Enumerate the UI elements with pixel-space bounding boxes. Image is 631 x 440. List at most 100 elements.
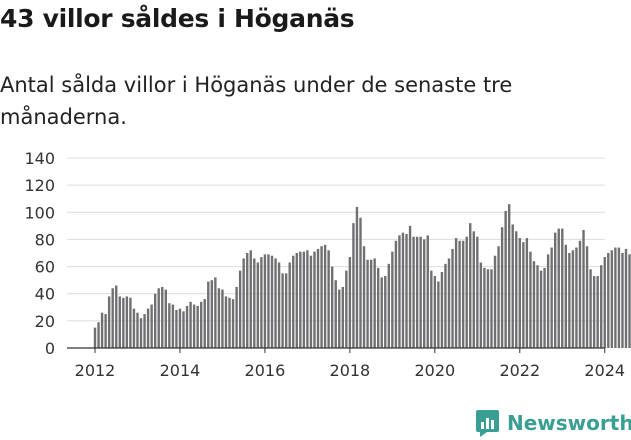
bar: [423, 239, 426, 348]
bar: [568, 253, 571, 348]
bar: [161, 286, 164, 348]
x-tick-label: 2012: [75, 361, 116, 380]
x-tick-label: 2014: [160, 361, 201, 380]
bar: [522, 242, 525, 348]
bar: [327, 250, 330, 348]
brand[interactable]: Newsworthy: [475, 406, 631, 440]
bar: [292, 255, 295, 348]
bar: [263, 254, 267, 348]
bar: [235, 286, 238, 348]
bar: [380, 277, 383, 348]
y-tick-label: 40: [35, 285, 55, 304]
bar: [426, 235, 429, 348]
bar: [277, 262, 281, 348]
bar: [454, 238, 458, 348]
bar: [210, 280, 214, 348]
bar: [267, 254, 270, 348]
bar: [415, 236, 419, 348]
bar: [458, 240, 461, 348]
bar: [511, 224, 514, 348]
bar-chart: 0 20 40 60 80 100 120 140 2012 2014 2016 2018 2020 2…: [24, 149, 631, 380]
y-tick-label: 100: [24, 203, 55, 222]
bar: [461, 240, 465, 348]
bar: [348, 257, 352, 348]
bar: [592, 276, 596, 348]
bar: [628, 254, 631, 348]
bar: [607, 253, 610, 348]
x-tick-label: 2018: [330, 361, 371, 380]
bar: [525, 238, 529, 348]
bar: [323, 244, 327, 348]
bar: [490, 269, 493, 348]
y-tick-label: 0: [45, 339, 55, 358]
bar: [543, 267, 546, 348]
bar: [451, 248, 454, 348]
bar: [157, 288, 160, 348]
bar: [596, 276, 599, 348]
bar: [224, 296, 228, 348]
bar: [171, 304, 175, 348]
bar: [146, 308, 150, 348]
bar: [359, 217, 362, 348]
bar: [313, 251, 316, 348]
bar: [196, 305, 199, 348]
bar: [536, 265, 539, 348]
x-tick-label: 2020: [414, 361, 455, 380]
bar: [228, 297, 231, 348]
bar: [185, 305, 189, 348]
bar: [115, 285, 118, 348]
bar: [483, 267, 486, 348]
bar: [384, 276, 387, 348]
bar: [366, 259, 369, 348]
bar: [316, 248, 320, 348]
bar: [493, 255, 497, 348]
x-axis: 20122014201620182020202220242026: [75, 348, 625, 380]
bar: [479, 262, 483, 348]
bar: [507, 204, 511, 348]
bar: [338, 289, 341, 348]
bar: [614, 247, 617, 348]
chart-subtitle: Antal sålda villor i Höganäs under de se…: [0, 73, 513, 129]
bar: [500, 227, 504, 348]
y-tick-label: 140: [24, 149, 55, 168]
bar: [515, 231, 518, 348]
bar: [214, 277, 217, 348]
bar: [97, 322, 100, 348]
bar: [355, 206, 359, 348]
bar: [373, 258, 376, 348]
bar: [621, 253, 624, 348]
bar: [242, 258, 245, 348]
bar: [164, 289, 167, 348]
bar: [497, 246, 500, 348]
newsworthy-logo-icon: [476, 409, 499, 437]
bar: [564, 244, 568, 348]
bar: [465, 236, 468, 348]
bar: [200, 301, 203, 348]
bar: [377, 267, 380, 348]
bar: [518, 238, 521, 348]
bar: [238, 270, 242, 348]
y-tick-label: 20: [35, 312, 55, 331]
bar: [299, 251, 302, 348]
bar: [192, 304, 196, 348]
bar: [189, 301, 192, 348]
bar: [306, 250, 309, 348]
bar: [539, 270, 543, 348]
bar: [486, 269, 490, 348]
bar: [412, 236, 415, 348]
bar: [476, 236, 479, 348]
bar: [281, 273, 284, 348]
bar: [472, 231, 475, 348]
bar: [139, 318, 143, 348]
bar: [132, 308, 136, 348]
bar: [221, 289, 224, 348]
bar: [256, 262, 260, 348]
bar: [122, 297, 125, 348]
y-axis: 0 20 40 60 80 100 120 140: [24, 149, 55, 358]
bar: [532, 261, 536, 348]
bar: [582, 229, 585, 348]
bar: [600, 265, 603, 348]
bar: [246, 253, 249, 348]
bar: [430, 270, 433, 348]
bar: [546, 254, 550, 348]
